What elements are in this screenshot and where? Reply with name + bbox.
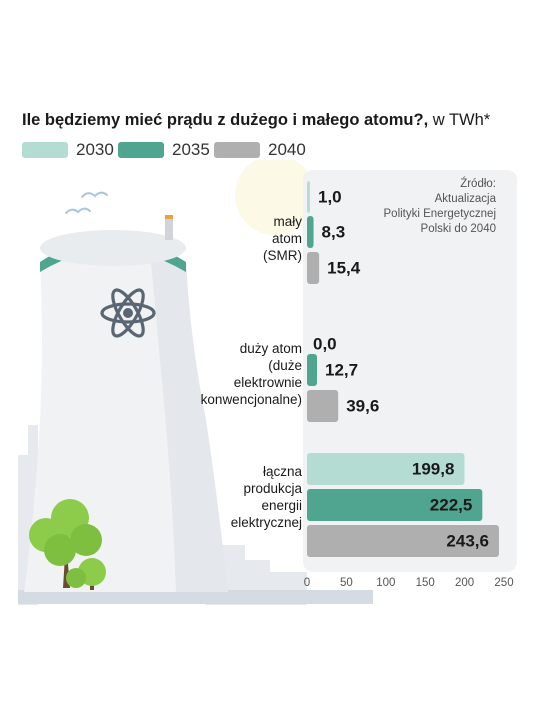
group-label-line: (SMR): [263, 248, 302, 263]
cooling-tower-illustration: [18, 160, 373, 605]
group-label-line: mały: [273, 214, 302, 229]
group-label-line: energii: [261, 498, 302, 513]
group-label-line: atom: [271, 231, 302, 246]
group-label-line: konwencjonalne): [200, 392, 302, 407]
legend-swatch-2030: [22, 142, 68, 158]
sun-glow: [235, 160, 315, 235]
group-label-line: duży atom: [239, 341, 302, 356]
chart-title-unit: w TWh*: [428, 111, 491, 129]
source-line: Aktualizacja: [434, 193, 496, 205]
bar-2035-group-1: [307, 216, 314, 248]
x-tick-label: 0: [304, 577, 310, 589]
legend-swatch-2035: [118, 142, 164, 158]
source-line: Źródło:: [460, 178, 496, 190]
source-line: Polski do 2040: [420, 223, 496, 235]
x-tick-label: 50: [340, 577, 353, 589]
x-tick-label: 150: [416, 577, 435, 589]
chart-title-main: Ile będziemy mieć prądu z dużego i małeg…: [22, 111, 429, 129]
bar-2040-group-3: [307, 525, 499, 557]
bar-2040-group-1: [307, 252, 320, 284]
data-label-2035-group-3: 222,5: [430, 496, 473, 515]
group-label-line: elektrycznej: [230, 515, 302, 530]
bar-2030-group-3: [307, 453, 465, 485]
data-label-2040-group-3: 243,6: [446, 532, 489, 551]
legend-swatch-2040: [214, 142, 260, 158]
data-label-2030-group-1: 1,0: [318, 188, 342, 207]
bar-2040-group-2: [307, 390, 339, 422]
data-label-2030-group-2: 0,0: [313, 335, 337, 354]
group-label-line: elektrownie: [233, 375, 302, 390]
x-tick-label: 100: [376, 577, 395, 589]
bar-2035-group-2: [307, 354, 318, 386]
group-label-laczna-produkcja: łączna produkcja energii elektrycznej: [231, 463, 302, 531]
data-label-2030-group-3: 199,8: [412, 460, 455, 479]
source-line: Polityki Energetycznej: [383, 208, 497, 220]
chart-title: Ile będziemy mieć prądu z dużego i małeg…: [22, 110, 522, 130]
ground: [18, 590, 373, 604]
bar-2030-group-1: [307, 181, 310, 213]
data-label-2035-group-2: 12,7: [325, 361, 358, 380]
legend-label-2030: 2030: [76, 140, 114, 159]
data-label-2040-group-1: 15,4: [327, 259, 361, 278]
group-label-duzy-atom: duży atom (duże elektrownie konwencjonal…: [201, 340, 302, 408]
atom-icon: [100, 288, 156, 338]
legend-label-2035: 2035: [172, 140, 210, 159]
bird-icon: [65, 191, 108, 214]
group-label-maly-atom: mały atom (SMR): [263, 213, 302, 264]
x-tick-label: 250: [494, 577, 513, 589]
group-label-line: (duże: [268, 358, 302, 373]
data-label-2040-group-2: 39,6: [346, 397, 379, 416]
group-label-line: produkcja: [243, 481, 302, 496]
legend-label-2040: 2040: [268, 140, 306, 159]
group-label-line: łączna: [262, 464, 302, 479]
source-note: Źródło: Aktualizacja Polityki Energetycz…: [346, 177, 497, 237]
x-tick-label: 200: [455, 577, 474, 589]
data-label-2035-group-1: 8,3: [322, 223, 346, 242]
bar-2035-group-3: [307, 489, 483, 521]
tree-icon: [29, 499, 106, 590]
